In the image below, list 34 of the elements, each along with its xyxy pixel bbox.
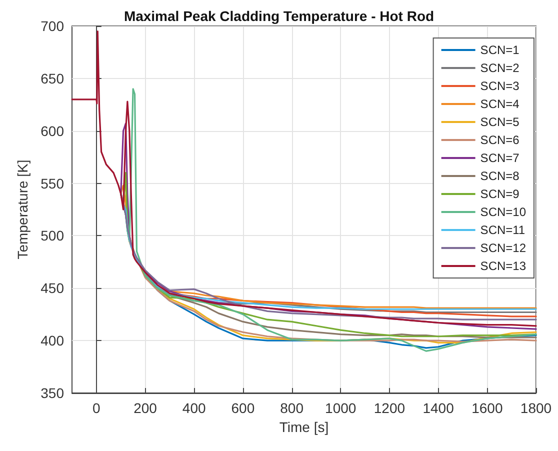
legend-label: SCN=7 (480, 151, 520, 165)
legend-label: SCN=3 (480, 79, 520, 93)
legend-label: SCN=11 (480, 223, 526, 237)
legend-label: SCN=4 (480, 97, 520, 111)
x-tick-label: 400 (182, 400, 206, 416)
y-tick-label: 450 (40, 280, 64, 296)
legend-label: SCN=5 (480, 115, 520, 129)
legend-label: SCN=12 (480, 241, 526, 255)
x-tick-label: 200 (134, 400, 158, 416)
x-tick-label: 0 (92, 400, 101, 416)
x-tick-label: 1400 (422, 400, 454, 416)
x-tick-label: 1800 (520, 400, 552, 416)
chart-title: Maximal Peak Cladding Temperature - Hot Rod (124, 8, 434, 24)
y-tick-label: 700 (40, 18, 64, 34)
y-tick-label: 500 (40, 228, 64, 244)
x-tick-label: 800 (280, 400, 304, 416)
legend-label: SCN=2 (480, 61, 520, 75)
x-tick-label: 1600 (472, 400, 503, 416)
legend-label: SCN=1 (480, 43, 520, 57)
x-tick-label: 1000 (325, 400, 356, 416)
y-axis-title: Temperature [K] (14, 160, 31, 260)
legend-label: SCN=6 (480, 133, 520, 147)
y-tick-label: 400 (40, 332, 64, 349)
x-axis-title: Time [s] (279, 418, 329, 435)
legend-label: SCN=10 (480, 205, 526, 219)
y-tick-label: 650 (40, 70, 64, 86)
y-tick-label: 350 (40, 385, 64, 401)
x-tick-label: 600 (231, 400, 255, 416)
y-tick-label: 550 (40, 175, 64, 192)
x-tick-label: 1200 (374, 400, 406, 416)
legend-label: SCN=8 (480, 169, 520, 183)
legend-label: SCN=9 (480, 187, 520, 201)
legend-label: SCN=13 (480, 259, 526, 273)
y-tick-label: 600 (40, 122, 64, 139)
